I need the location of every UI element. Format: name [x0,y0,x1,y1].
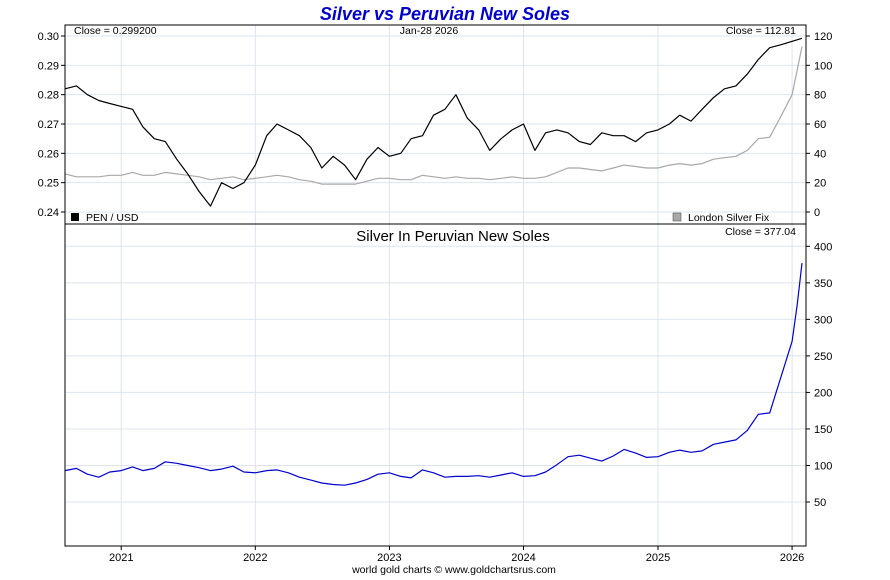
y-bottom-tick-label: 300 [814,314,832,326]
y-left-tick-label: 0.30 [38,31,59,43]
y-bottom-tick-label: 350 [814,278,832,290]
y-right-tick-label: 40 [814,148,826,160]
y-bottom-tick-label: 250 [814,351,832,363]
top-date-label: Jan-28 2026 [400,25,459,37]
y-bottom-tick-label: 400 [814,241,832,253]
top-close-right: Close = 112.81 [726,25,796,37]
legend-label-pen-usd: PEN / USD [86,212,139,224]
y-bottom-tick-label: 150 [814,424,832,436]
legend-swatch-silver-fix [672,212,682,222]
series-line-silver-in-pen [64,263,803,486]
legend-label-silver-fix: London Silver Fix [688,212,770,224]
series-layer [64,37,803,486]
chart-title: Silver vs Peruvian New Soles [320,4,570,24]
y-bottom-tick-label: 200 [814,387,832,399]
y-left-tick-label: 0.28 [38,90,59,102]
x-tick-label: 2021 [109,552,133,564]
y-right-tick-label: 60 [814,119,826,131]
top-close-left: Close = 0.299200 [74,25,157,37]
legend-swatch-pen-usd [71,213,79,221]
grid-layer [65,25,806,546]
x-tick-label: 2025 [646,552,670,564]
x-tick-label: 2026 [780,552,804,564]
y-left-tick-label: 0.25 [38,178,59,190]
x-tick-label: 2023 [377,552,401,564]
y-right-tick-label: 20 [814,178,826,190]
y-right-tick-label: 0 [814,207,820,219]
axis-layer: 2021 2022 2023 2024 2025 2026 0.24 0.25 0.26 0.27… [38,31,833,564]
y-left-tick-label: 0.29 [38,60,59,72]
series-line-london-silver-fix [64,46,803,185]
y-left-tick-label: 0.26 [38,148,59,160]
bottom-panel-title: Silver In Peruvian New Soles [356,228,549,245]
y-left-tick-label: 0.24 [38,207,59,219]
y-right-tick-label: 80 [814,90,826,102]
y-left-tick-label: 0.27 [38,119,59,131]
y-right-tick-label: 100 [814,60,832,72]
x-tick-label: 2024 [511,552,535,564]
y-right-tick-label: 120 [814,31,832,43]
series-line-pen-usd [64,37,803,207]
y-bottom-tick-label: 50 [814,497,826,509]
y-bottom-tick-label: 100 [814,460,832,472]
bottom-panel-frame [64,223,807,547]
bottom-close-right: Close = 377.04 [725,226,796,238]
footer-credit: world gold charts © www.goldchartsrus.co… [351,564,556,575]
x-tick-label: 2022 [243,552,267,564]
